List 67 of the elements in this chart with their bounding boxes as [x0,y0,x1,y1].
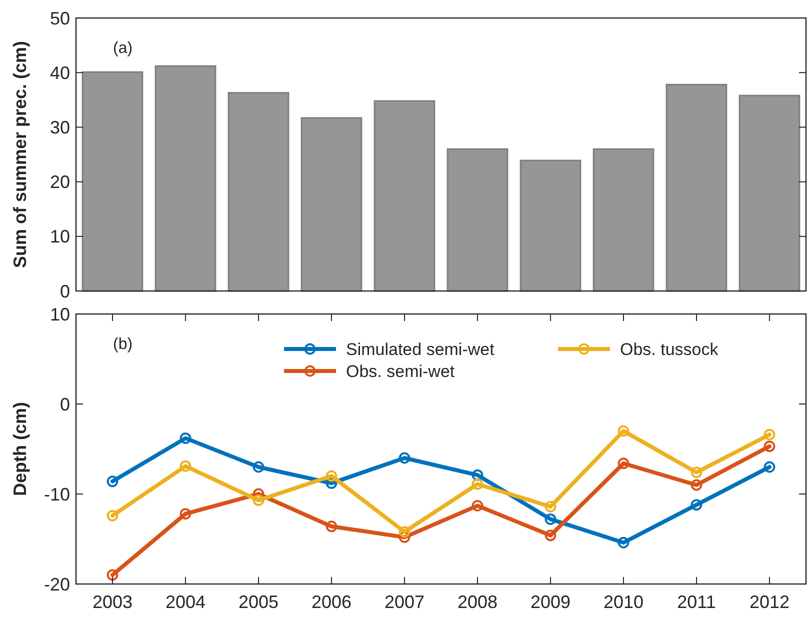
y-tick-label: 10 [50,304,70,324]
point [544,513,556,525]
point [252,461,264,473]
point [326,470,338,482]
bar [228,92,290,292]
bar [154,65,216,292]
bar [520,160,582,292]
point [398,531,410,543]
point [618,536,630,548]
point [180,460,192,472]
y-tick-label: 40 [50,62,70,83]
x-tick-label: 2004 [165,592,206,612]
point [398,452,410,464]
y-axis-title: Depth (cm) [10,402,30,496]
point [690,466,702,478]
x-tick-label: 2010 [603,592,644,612]
point [472,478,484,490]
annotation: (b) [113,336,133,353]
x-tick-label: 2009 [530,592,571,612]
point [764,428,776,440]
y-tick-label: 10 [50,226,70,247]
point [106,569,118,581]
legend-label: Simulated semi-wet [346,340,495,359]
point [690,479,702,491]
point [544,530,556,542]
y-tick-label: 0 [60,281,70,302]
point [472,469,484,481]
point [326,477,338,489]
point [252,494,264,506]
y-tick-label: -20 [44,574,70,594]
point [106,510,118,522]
point [764,461,776,473]
y-axis-title: Sum of summer prec. (cm) [10,40,30,268]
point [472,500,484,512]
point [252,488,264,500]
point [764,440,776,452]
x-tick-label: 2008 [457,592,498,612]
x-tick-label: 2012 [749,592,790,612]
y-tick-label: -10 [44,484,70,504]
legend-label: Obs. semi-wet [346,362,455,381]
point [398,526,410,538]
x-tick-label: 2011 [677,592,716,612]
point [326,520,338,532]
annotation: (a) [113,40,133,57]
point [690,499,702,511]
bar [592,148,654,292]
bar [374,100,436,292]
point [618,425,630,437]
legend-label: Obs. tussock [620,340,719,359]
y-tick-label: 0 [60,394,70,414]
point [544,500,556,512]
point [180,508,192,520]
bar [666,84,728,292]
y-tick-label: 20 [50,172,70,192]
point [618,458,630,470]
y-tick-label: 50 [50,8,70,28]
bar [82,71,144,292]
bar [446,148,508,292]
point [180,432,192,444]
x-tick-label: 2003 [92,592,133,612]
x-tick-label: 2006 [311,592,352,612]
y-tick-label: 30 [50,118,70,138]
x-tick-label: 2005 [238,592,279,612]
point [106,476,118,488]
x-tick-label: 2007 [384,592,425,612]
bar [300,117,362,292]
bar [738,94,800,292]
